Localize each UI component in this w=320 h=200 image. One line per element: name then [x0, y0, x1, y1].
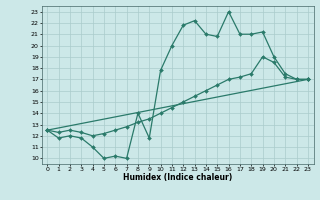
X-axis label: Humidex (Indice chaleur): Humidex (Indice chaleur)	[123, 173, 232, 182]
